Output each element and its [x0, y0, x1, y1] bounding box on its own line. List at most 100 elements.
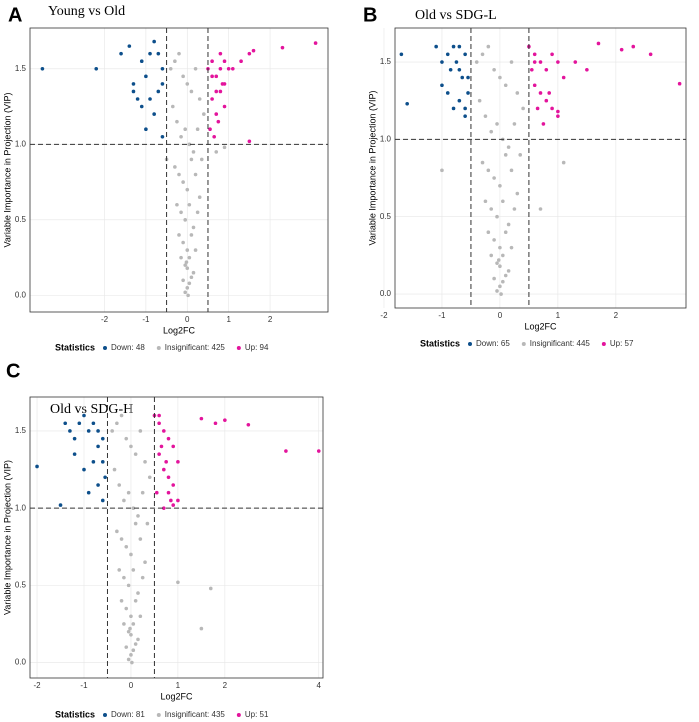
point [547, 91, 551, 95]
point [91, 460, 96, 464]
point [185, 82, 190, 86]
point [183, 263, 188, 267]
point [440, 83, 444, 88]
point [585, 67, 589, 72]
point [460, 75, 465, 80]
x-tick-label: -1 [438, 311, 446, 320]
point [498, 284, 502, 289]
point [77, 421, 82, 426]
point [498, 245, 502, 250]
point [173, 165, 177, 169]
legend-swatch [156, 346, 161, 350]
point [556, 60, 560, 64]
point [509, 60, 514, 64]
point [139, 104, 144, 109]
chart-title: Young vs Old [48, 4, 125, 19]
x-tick-label: 1 [556, 311, 561, 320]
point [489, 253, 494, 258]
point [496, 258, 501, 262]
x-tick-label: -2 [101, 315, 109, 324]
point [185, 248, 190, 252]
point [457, 44, 462, 49]
point [40, 66, 45, 71]
point [183, 218, 188, 222]
point [506, 269, 511, 273]
point [445, 91, 450, 95]
y-tick-label: 1.0 [15, 139, 27, 148]
point [445, 52, 450, 57]
panel: A Young vs Old -2 -1 0 1 2 0.0 0.5 1.0 1.5 Log2FC Va… [2, 4, 329, 352]
point [193, 66, 198, 71]
point [521, 106, 525, 111]
point [477, 98, 482, 103]
point [454, 60, 459, 64]
point [166, 436, 171, 441]
legend-label: Down: 48 [111, 343, 145, 352]
point [515, 191, 520, 196]
point [86, 429, 91, 433]
point [284, 449, 288, 453]
x-tick-label: 0 [498, 311, 503, 320]
point [448, 67, 453, 72]
point [247, 139, 252, 144]
point [115, 529, 119, 534]
point [128, 626, 132, 631]
point [216, 119, 221, 124]
point [251, 48, 256, 53]
legend-swatch [468, 342, 472, 346]
point [119, 537, 124, 541]
point [176, 498, 180, 503]
point [133, 599, 138, 603]
point [440, 168, 444, 173]
point [175, 202, 179, 207]
point [152, 112, 156, 116]
point [100, 498, 105, 503]
point [492, 276, 496, 281]
point [619, 47, 624, 52]
point [183, 290, 188, 295]
point [170, 104, 175, 109]
point [96, 444, 100, 449]
point [156, 89, 161, 94]
point [210, 59, 214, 64]
point [187, 281, 192, 286]
point [483, 199, 488, 204]
legend-swatch [236, 713, 241, 717]
point [119, 51, 123, 56]
point [127, 44, 132, 48]
point [457, 98, 462, 103]
legend-label: Up: 57 [610, 339, 634, 348]
point [133, 642, 138, 646]
point [112, 467, 117, 472]
y-tick-label: 0.0 [15, 290, 27, 299]
point [138, 614, 143, 619]
point [195, 210, 200, 215]
point [631, 44, 636, 49]
point [122, 622, 126, 626]
point [218, 66, 223, 71]
point [512, 207, 517, 211]
point [129, 444, 133, 449]
point [157, 452, 161, 456]
point [239, 59, 243, 64]
panel-letter: C [6, 360, 20, 382]
x-tick-label: -1 [142, 315, 150, 324]
point [175, 119, 179, 124]
point [202, 112, 206, 116]
point [144, 74, 148, 79]
point [214, 150, 219, 154]
point [119, 599, 124, 603]
point [498, 183, 502, 188]
point [495, 289, 499, 293]
point [129, 632, 133, 637]
y-tick-label: 1.0 [380, 134, 392, 143]
point [399, 52, 404, 57]
point [162, 506, 166, 510]
point [489, 207, 494, 211]
legend-label: Up: 94 [245, 343, 269, 352]
point [58, 503, 63, 507]
point [145, 521, 150, 526]
panel-letter: A [8, 4, 22, 26]
point [210, 97, 214, 101]
point [556, 114, 560, 118]
